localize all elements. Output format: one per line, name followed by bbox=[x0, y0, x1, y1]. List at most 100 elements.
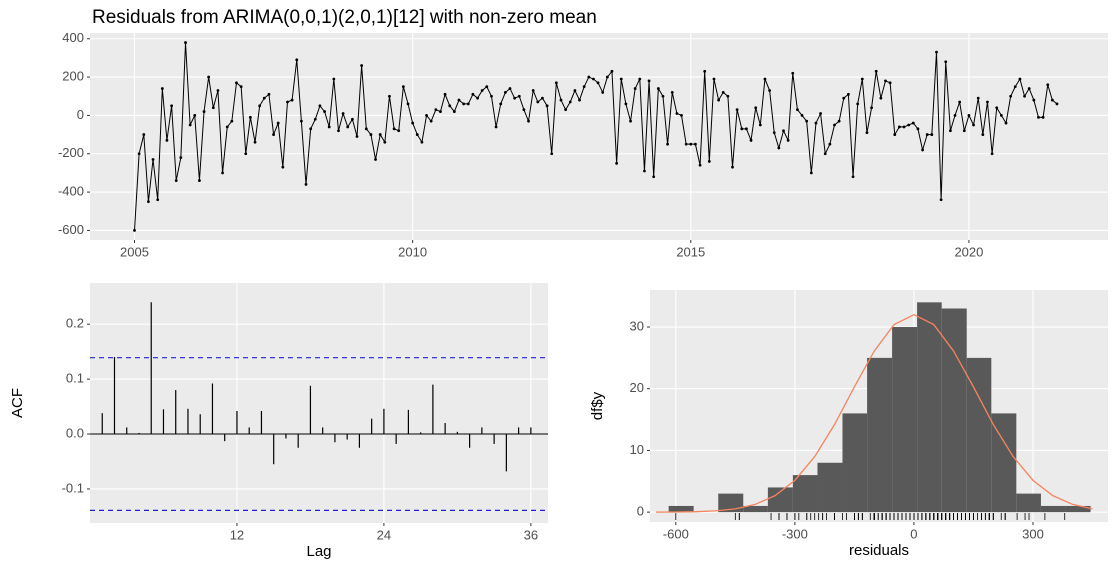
residual-point bbox=[299, 119, 303, 123]
residual-point bbox=[995, 106, 999, 110]
histogram-bar bbox=[991, 413, 1017, 513]
residual-point bbox=[392, 127, 396, 131]
residual-point bbox=[619, 77, 623, 81]
residual-point bbox=[513, 96, 517, 100]
residual-point bbox=[184, 41, 187, 44]
residual-point bbox=[953, 114, 957, 117]
residual-point bbox=[684, 142, 688, 146]
histogram-bar bbox=[966, 357, 992, 513]
residual-point bbox=[656, 87, 660, 90]
residual-point bbox=[721, 91, 725, 94]
x-tick-label: -300 bbox=[782, 526, 808, 541]
residual-point bbox=[137, 152, 141, 156]
residual-point bbox=[499, 102, 503, 106]
residual-point bbox=[1018, 77, 1022, 81]
residual-point bbox=[490, 94, 493, 98]
residual-point bbox=[638, 77, 642, 81]
residual-point bbox=[248, 115, 252, 119]
residual-point bbox=[332, 77, 336, 81]
residual-point bbox=[133, 229, 136, 232]
residual-point bbox=[578, 98, 581, 102]
residual-point bbox=[633, 87, 637, 90]
residual-point bbox=[156, 198, 160, 202]
histogram-bar bbox=[892, 327, 918, 513]
y-tick-label: 0 bbox=[77, 107, 84, 122]
residual-point bbox=[740, 127, 744, 131]
residual-point bbox=[313, 117, 317, 121]
residual-point bbox=[972, 123, 975, 127]
residual-point bbox=[610, 69, 614, 73]
residual-point bbox=[406, 102, 410, 106]
residual-point bbox=[471, 92, 475, 96]
residual-point bbox=[466, 102, 470, 106]
residual-point bbox=[754, 106, 758, 110]
residual-point bbox=[833, 123, 836, 127]
residual-point bbox=[624, 102, 628, 106]
residual-point bbox=[559, 98, 563, 102]
residual-point bbox=[768, 89, 772, 92]
x-tick-label: -600 bbox=[663, 526, 689, 541]
residual-point bbox=[939, 198, 943, 202]
residual-point bbox=[1050, 98, 1054, 102]
y-tick-label: 30 bbox=[630, 318, 644, 333]
residual-point bbox=[856, 102, 860, 106]
residual-point bbox=[735, 108, 739, 112]
residual-point bbox=[958, 100, 962, 104]
residual-point bbox=[999, 114, 1003, 117]
residual-point bbox=[717, 98, 721, 102]
residual-point bbox=[1046, 83, 1050, 87]
residual-point bbox=[230, 119, 234, 123]
residual-point bbox=[411, 121, 415, 125]
y-axis-title: ACF bbox=[9, 388, 26, 418]
residual-point bbox=[439, 110, 442, 113]
residual-point bbox=[814, 121, 818, 125]
residual-point bbox=[170, 104, 174, 108]
residual-point bbox=[485, 85, 489, 89]
residual-point bbox=[531, 89, 535, 92]
residual-point bbox=[198, 179, 201, 182]
residual-point bbox=[652, 175, 656, 179]
residual-point bbox=[286, 100, 289, 104]
residual-point bbox=[564, 108, 568, 112]
normal-curve bbox=[655, 313, 1093, 513]
residual-point bbox=[823, 152, 827, 156]
y-tick-label: -200 bbox=[58, 145, 84, 160]
histogram-bar bbox=[718, 493, 744, 513]
residual-point bbox=[749, 138, 753, 142]
residual-point bbox=[202, 110, 206, 113]
residual-point bbox=[707, 160, 711, 163]
histogram-bar bbox=[817, 462, 843, 513]
residual-point bbox=[550, 152, 554, 156]
residual-point bbox=[522, 108, 526, 112]
residual-point bbox=[846, 92, 850, 96]
residual-point bbox=[726, 94, 730, 98]
residual-point bbox=[355, 135, 359, 138]
residual-point bbox=[276, 121, 280, 125]
residual-point bbox=[731, 165, 734, 169]
histogram-bar bbox=[1016, 493, 1041, 513]
residual-point bbox=[1009, 94, 1013, 98]
residual-point bbox=[976, 96, 980, 100]
residual-point bbox=[949, 129, 952, 133]
residual-point bbox=[225, 125, 229, 129]
residual-point bbox=[401, 85, 405, 89]
residual-point bbox=[527, 119, 530, 123]
y-tick-label: 0.1 bbox=[66, 371, 84, 386]
residual-point bbox=[860, 77, 864, 81]
residual-point bbox=[508, 87, 512, 90]
x-axis-title: Lag bbox=[306, 543, 331, 560]
residual-point bbox=[160, 87, 164, 90]
residual-point bbox=[304, 183, 308, 186]
residual-point bbox=[1023, 94, 1026, 98]
residual-point bbox=[188, 123, 192, 127]
residual-point bbox=[341, 112, 345, 115]
histogram-bar bbox=[668, 505, 694, 513]
residual-point bbox=[378, 133, 382, 136]
residual-point bbox=[842, 96, 846, 100]
residual-point bbox=[165, 138, 169, 142]
residual-point bbox=[921, 148, 924, 152]
residual-point bbox=[916, 127, 920, 131]
residual-point bbox=[615, 161, 619, 165]
histogram-bar bbox=[941, 308, 967, 513]
y-axis-title: df$y bbox=[589, 391, 606, 420]
